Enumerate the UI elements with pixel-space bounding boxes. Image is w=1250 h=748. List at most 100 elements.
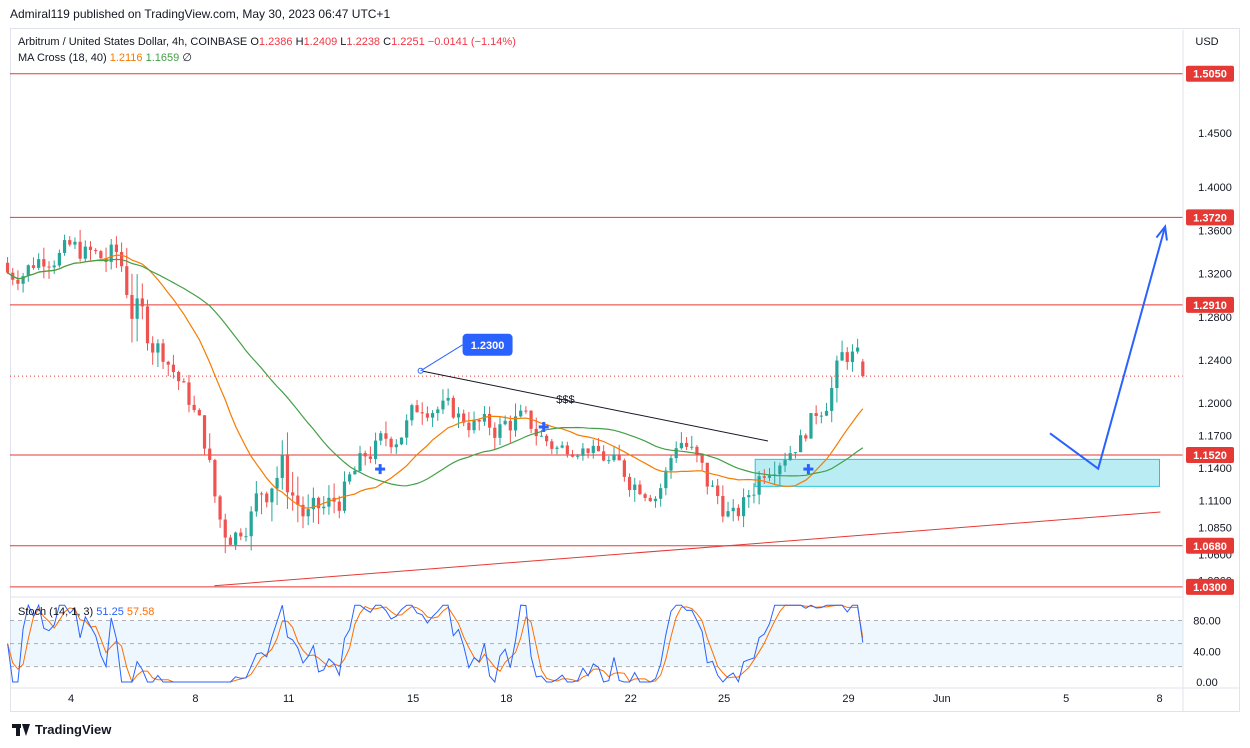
candle — [436, 406, 440, 421]
close-label: C — [383, 36, 392, 48]
candle — [394, 439, 398, 454]
candle-body — [576, 455, 580, 457]
candle — [804, 433, 808, 442]
candle-body — [285, 454, 290, 493]
candle-body — [477, 419, 481, 422]
candle — [513, 403, 518, 437]
tradingview-footer[interactable]: TradingView — [12, 722, 111, 737]
open-value: 1.2386 — [258, 36, 293, 48]
candle — [430, 410, 435, 427]
level-tag-label: 1.1520 — [1193, 450, 1227, 462]
candle — [275, 466, 279, 506]
candle-body — [213, 459, 217, 497]
candle-body — [430, 413, 435, 418]
candle-body — [42, 259, 46, 267]
price-tick-label: 1.1400 — [1198, 463, 1232, 475]
candle-body — [348, 474, 352, 482]
candle-body — [695, 446, 699, 455]
candle — [280, 440, 284, 490]
price-tick-label: 1.1100 — [1199, 495, 1232, 507]
candle-body — [669, 458, 673, 471]
stoch-label[interactable]: Stoch (14, 1, 3) — [18, 606, 94, 618]
candle-body — [373, 440, 378, 459]
candle — [234, 531, 238, 550]
candle-body — [679, 442, 683, 449]
visibility-icon[interactable]: ∅ — [182, 52, 192, 64]
candle — [379, 430, 383, 446]
candle — [731, 499, 735, 522]
date-tick-label: 29 — [842, 693, 854, 705]
symbol-row: Arbitrum / United States Dollar, 4h, COI… — [18, 34, 516, 50]
candle-body — [664, 470, 668, 489]
buy-marker-icon — [375, 464, 386, 475]
candle-body — [177, 372, 181, 382]
candle — [368, 446, 372, 464]
candle-body — [596, 445, 601, 452]
candle — [94, 248, 98, 255]
candle-body — [291, 492, 295, 496]
symbol-label[interactable]: Arbitrum / United States Dollar, 4h, COI… — [18, 36, 248, 48]
currency-label: USD — [1195, 36, 1218, 48]
candle — [135, 274, 139, 342]
candle — [78, 229, 82, 262]
candle — [270, 487, 274, 522]
candle-body — [643, 494, 647, 498]
high-label: H — [295, 36, 304, 48]
candle-body — [690, 446, 694, 448]
candle — [441, 389, 445, 415]
candle-body — [26, 265, 30, 277]
ma-label[interactable]: MA Cross (18, 40) — [18, 52, 107, 64]
date-tick-label: 25 — [718, 693, 730, 705]
candle-body — [804, 435, 808, 439]
candle-body — [223, 519, 227, 538]
candle — [109, 238, 113, 270]
candle — [259, 491, 264, 515]
candle-body — [394, 444, 398, 448]
candle — [648, 494, 652, 503]
level-tag-label: 1.2910 — [1193, 300, 1227, 312]
candle — [130, 273, 134, 343]
candle-body — [488, 413, 492, 428]
candle-body — [462, 413, 466, 423]
candle-body — [5, 262, 10, 273]
candle — [757, 471, 761, 505]
candle — [726, 501, 730, 518]
candle — [125, 247, 129, 299]
candle — [845, 347, 849, 370]
candle-body — [135, 298, 139, 319]
chart-legend: Arbitrum / United States Dollar, 4h, COI… — [18, 34, 516, 66]
candle — [607, 456, 611, 464]
candle-body — [684, 442, 689, 447]
candle — [37, 253, 41, 271]
candle — [296, 476, 300, 523]
stoch-tick-label: 40.00 — [1193, 646, 1221, 658]
candle — [420, 402, 424, 425]
candle-body — [607, 460, 611, 462]
candle-body — [498, 424, 502, 438]
candle-body — [234, 532, 238, 545]
candle — [493, 422, 497, 450]
candle — [576, 453, 580, 460]
high-marker-callout — [462, 333, 513, 356]
candle-body — [249, 511, 253, 537]
candle-body — [208, 448, 212, 460]
candle — [716, 478, 720, 505]
candle — [5, 257, 10, 274]
projection-path — [1049, 226, 1167, 471]
candle — [316, 496, 321, 524]
candle-body — [612, 454, 616, 461]
candle — [337, 495, 341, 519]
price-tick-label: 1.4000 — [1198, 182, 1232, 194]
candle — [26, 264, 30, 282]
candle — [156, 339, 160, 367]
candle — [788, 445, 792, 461]
candle-body — [757, 476, 761, 495]
date-tick-label: 18 — [500, 693, 512, 705]
candle-body — [78, 241, 82, 259]
candle-body — [731, 507, 735, 512]
candle — [244, 527, 248, 542]
tradingview-brand: TradingView — [35, 722, 112, 737]
candle — [399, 437, 404, 446]
candle-body — [436, 409, 440, 414]
